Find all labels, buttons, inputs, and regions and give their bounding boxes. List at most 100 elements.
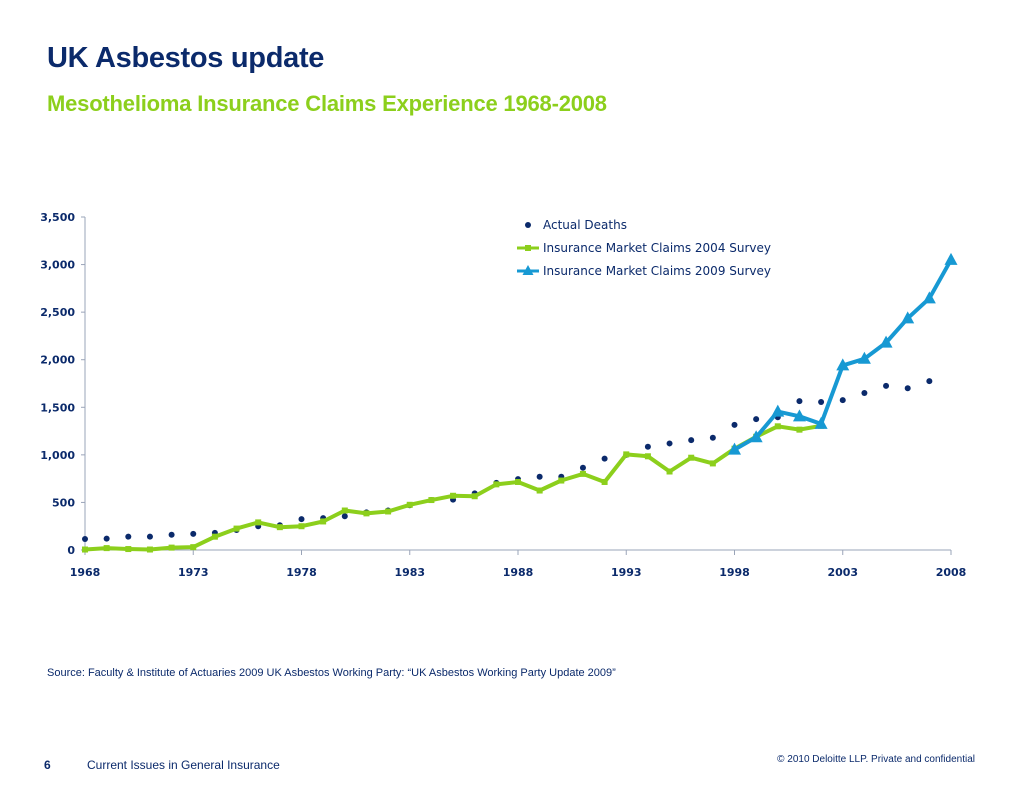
data-point (644, 443, 651, 450)
data-point (125, 533, 132, 540)
data-point (836, 358, 850, 371)
data-point (320, 518, 327, 525)
data-point (341, 513, 348, 520)
y-tick-label: 1,500 (40, 401, 75, 414)
data-point (601, 455, 608, 462)
x-tick-label: 1968 (70, 566, 101, 579)
data-point (536, 473, 543, 480)
legend-label: Actual Deaths (543, 218, 627, 232)
series-insurance-market-claims-2009-survey (728, 252, 958, 455)
data-point (818, 399, 825, 406)
y-tick-label: 2,500 (40, 306, 75, 319)
data-point (298, 523, 305, 530)
data-point (883, 382, 890, 389)
data-point (190, 530, 197, 537)
y-tick-label: 3,000 (40, 259, 75, 272)
data-point (709, 434, 716, 441)
series-line (83, 423, 824, 552)
data-point (341, 507, 348, 514)
data-point (103, 545, 110, 552)
y-tick-label: 0 (67, 544, 75, 557)
data-point (857, 351, 871, 364)
data-point (901, 311, 915, 324)
y-tick-label: 3,500 (40, 211, 75, 224)
x-tick-label: 1983 (394, 566, 425, 579)
chart-series (82, 252, 958, 553)
data-point (774, 423, 781, 430)
data-point (363, 510, 370, 517)
data-point (233, 525, 240, 532)
series-line (732, 257, 953, 452)
legend-item: Insurance Market Claims 2004 Survey (517, 241, 771, 255)
data-point (146, 533, 153, 540)
data-point (796, 398, 803, 405)
legend-item: Actual Deaths (525, 218, 627, 232)
data-point (298, 516, 305, 523)
data-point (688, 454, 695, 461)
data-point (168, 544, 175, 551)
legend-marker (522, 265, 534, 275)
data-point (666, 440, 673, 447)
data-point (493, 481, 500, 488)
data-point (749, 430, 763, 443)
mesothelioma-chart: 0 500 1,000 1,500 2,000 2,500 3,000 3,500 1968 19… (40, 211, 966, 579)
data-point (125, 546, 132, 553)
footer-section: Current Issues in General Insurance (87, 758, 280, 772)
data-point (82, 536, 88, 543)
x-tick-label: 1973 (178, 566, 209, 579)
data-point (944, 252, 958, 265)
data-point (515, 478, 521, 485)
data-point (211, 533, 218, 540)
legend-marker (525, 245, 531, 251)
data-point (579, 470, 586, 477)
data-point (861, 390, 868, 397)
page-subtitle: Mesothelioma Insurance Claims Experience… (47, 91, 607, 116)
data-point (728, 442, 741, 455)
data-point (753, 416, 760, 423)
data-point (731, 421, 738, 428)
data-point (601, 478, 608, 485)
data-point (385, 508, 392, 515)
chart-legend: Actual Deaths Insurance Market Claims 200… (517, 218, 771, 278)
data-point (276, 524, 283, 531)
data-point (792, 409, 806, 422)
legend-item: Insurance Market Claims 2009 Survey (517, 264, 771, 278)
data-point (839, 397, 846, 404)
data-point (103, 535, 110, 542)
x-tick-label: 1978 (286, 566, 317, 579)
data-point (406, 501, 413, 508)
data-point (814, 416, 828, 429)
data-point (450, 492, 457, 499)
chart-axes: 0 500 1,000 1,500 2,000 2,500 3,000 3,500 1968 19… (40, 211, 966, 579)
data-point (688, 437, 695, 444)
data-point (536, 487, 543, 494)
data-point (471, 493, 478, 500)
x-tick-label: 1998 (719, 566, 750, 579)
legend-marker (525, 222, 531, 228)
data-point (82, 546, 88, 553)
source-note: Source: Faculty & Institute of Actuaries… (47, 667, 616, 679)
data-point (904, 385, 911, 392)
data-point (255, 519, 262, 526)
data-point (796, 426, 803, 433)
data-point (146, 546, 153, 553)
y-tick-label: 2,000 (40, 354, 75, 367)
data-point (558, 477, 565, 484)
y-tick-label: 1,000 (40, 449, 75, 462)
x-tick-label: 2003 (827, 566, 858, 579)
page-number: 6 (44, 758, 51, 772)
legend-label: Insurance Market Claims 2009 Survey (543, 264, 771, 278)
y-tick-label: 500 (52, 496, 75, 509)
x-tick-label: 1993 (611, 566, 642, 579)
x-tick-label: 2008 (936, 566, 967, 579)
page-title: UK Asbestos update (47, 42, 325, 74)
data-point (922, 291, 936, 304)
series-actual-deaths (82, 378, 933, 543)
data-point (168, 531, 175, 538)
data-point (926, 378, 933, 385)
data-point (666, 468, 673, 475)
x-tick-label: 1988 (503, 566, 534, 579)
data-point (428, 497, 435, 504)
data-point (879, 335, 893, 348)
legend-label: Insurance Market Claims 2004 Survey (543, 241, 771, 255)
